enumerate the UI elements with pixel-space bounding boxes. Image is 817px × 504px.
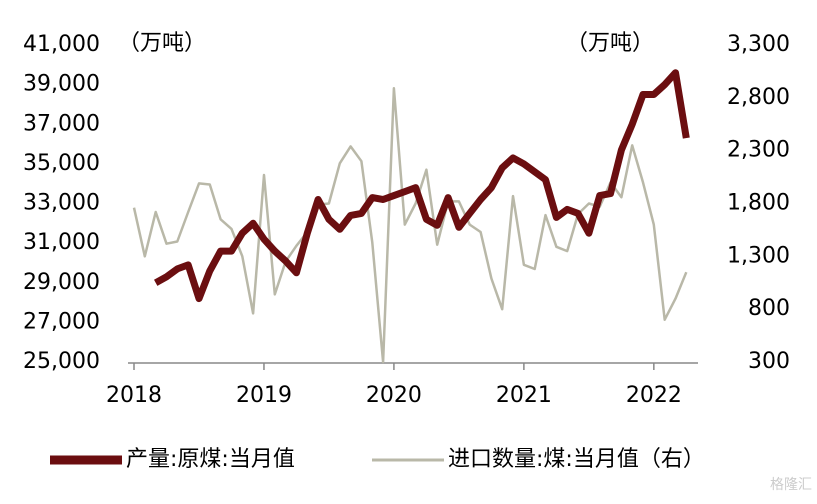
- x-tick-label: 2021: [496, 383, 552, 408]
- y-tick-label: 25,000: [23, 349, 100, 374]
- y2-tick-label: 800: [748, 296, 790, 321]
- x-tick-label: 2022: [626, 383, 682, 408]
- y2-tick-label: 1,800: [727, 191, 790, 216]
- legend-label: 产量:原煤:当月值: [126, 447, 295, 472]
- y2-tick-label: 2,800: [727, 85, 790, 110]
- series-line: [132, 87, 688, 364]
- y-tick-label: 39,000: [23, 72, 100, 97]
- x-tick-label: 2020: [366, 383, 422, 408]
- y2-tick-label: 1,300: [727, 243, 790, 268]
- watermark: 格隆汇: [770, 477, 812, 493]
- y-tick-label: 27,000: [23, 309, 100, 334]
- y2-tick-label: 2,300: [727, 138, 790, 163]
- y2-tick-label: 300: [748, 349, 790, 374]
- y-tick-label: 41,000: [23, 32, 100, 57]
- x-tick-label: 2019: [236, 383, 292, 408]
- y-tick-label: 37,000: [23, 111, 100, 136]
- x-tick-label: 2018: [106, 383, 162, 408]
- y2-tick-label: 3,300: [727, 32, 790, 57]
- legend-label: 进口数量:煤:当月值（右）: [448, 447, 705, 472]
- y-tick-label: 31,000: [23, 230, 100, 255]
- y-tick-label: 29,000: [23, 270, 100, 295]
- y-unit-label: （万吨）: [118, 31, 206, 56]
- y2-unit-label: （万吨）: [566, 31, 654, 56]
- series-line: [154, 69, 690, 303]
- y-tick-label: 35,000: [23, 151, 100, 176]
- y-tick-label: 33,000: [23, 191, 100, 216]
